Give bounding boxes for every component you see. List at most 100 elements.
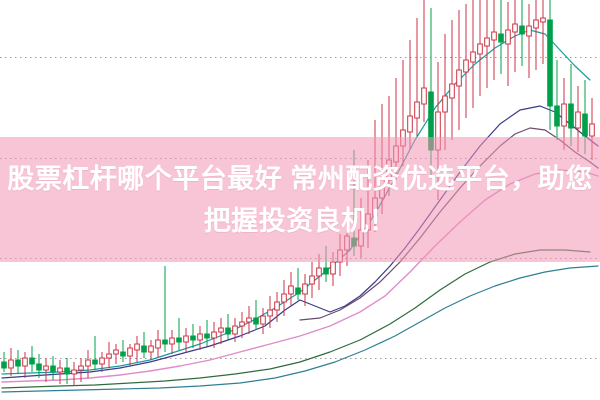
candlestick (113, 344, 119, 364)
candle-body (204, 333, 210, 339)
candle-body (505, 29, 511, 45)
candlestick (22, 352, 28, 378)
candlestick (29, 346, 35, 372)
candlestick (239, 312, 245, 338)
ad-banner-overlay[interactable]: 股票杠杆哪个平台最好 常州配资优选平台，助您把握投资良机！ (0, 137, 600, 262)
candle-body (113, 349, 119, 355)
candle-body (330, 261, 336, 275)
candlestick (155, 330, 161, 358)
candlestick (456, 10, 462, 130)
candle-body (218, 327, 224, 333)
candle-body (547, 19, 553, 107)
candle-body (498, 33, 504, 43)
candlestick (519, 0, 525, 66)
candle-body (575, 111, 581, 129)
candlestick (302, 274, 308, 306)
candlestick (295, 268, 301, 300)
candlestick (204, 320, 210, 346)
candle-body (281, 293, 287, 303)
candlestick (414, 18, 420, 136)
candle-body (421, 87, 427, 105)
candle-body (484, 37, 490, 47)
candle-body (540, 17, 546, 23)
candlestick (449, 20, 455, 140)
candlestick (554, 60, 560, 140)
candle-body (491, 31, 497, 41)
candlestick (540, 0, 546, 64)
candlestick (71, 362, 77, 386)
candle-body (134, 343, 140, 351)
candle-body (295, 287, 301, 295)
candle-body (29, 357, 35, 365)
candle-body (43, 365, 49, 371)
candle-body (463, 59, 469, 73)
candle-body (8, 359, 14, 369)
candle-body (582, 113, 588, 137)
candlestick (92, 336, 98, 370)
candle-body (225, 327, 231, 335)
candle-body (526, 25, 532, 37)
candlestick (57, 360, 63, 384)
candlestick (477, 0, 483, 96)
candlestick (253, 300, 259, 330)
candle-body (120, 351, 126, 357)
candle-body (253, 317, 259, 325)
candle-body (99, 357, 105, 365)
candle-body (162, 339, 168, 345)
candlestick (1, 352, 7, 372)
candle-body (239, 321, 245, 327)
candle-body (36, 363, 42, 371)
candle-body (589, 123, 595, 137)
candlestick (106, 342, 112, 368)
candle-body (267, 309, 273, 317)
candlestick (267, 296, 273, 328)
candlestick (281, 280, 287, 316)
candlestick (43, 358, 49, 382)
candle-body (197, 333, 203, 341)
candlestick (141, 332, 147, 358)
candle-body (568, 103, 574, 129)
candlestick (547, 0, 553, 130)
candlestick (127, 344, 133, 366)
candlestick (246, 306, 252, 334)
candle-body (183, 335, 189, 343)
candle-body (414, 101, 420, 119)
candlestick (64, 358, 70, 384)
candlestick (120, 340, 126, 362)
candlestick (8, 348, 14, 376)
candlestick (512, 0, 518, 72)
candle-body (232, 325, 238, 335)
candlestick (568, 64, 574, 146)
ma-line-MA-darkgreen (1, 249, 591, 389)
candlestick (78, 358, 84, 382)
candlestick (162, 266, 168, 352)
candlestick (15, 350, 21, 374)
candle-body (442, 95, 448, 113)
candlestick (99, 352, 105, 372)
candle-body (64, 367, 70, 375)
candle-body (92, 359, 98, 365)
candle-body (141, 345, 147, 353)
candle-body (155, 339, 161, 349)
candlestick (498, 0, 504, 74)
candlestick (197, 326, 203, 350)
candlestick (533, 0, 539, 70)
candle-body (50, 365, 56, 373)
candle-body (309, 275, 315, 285)
candle-body (15, 359, 21, 367)
candlestick (470, 0, 476, 108)
candle-body (78, 365, 84, 371)
candlestick (134, 336, 140, 362)
candlestick (50, 356, 56, 380)
candle-body (71, 369, 77, 375)
candlestick (225, 314, 231, 340)
candle-body (407, 115, 413, 133)
candle-body (1, 361, 7, 369)
ma-line-MA-steelblue (1, 265, 599, 393)
candle-body (512, 23, 518, 33)
candlestick (176, 318, 182, 350)
candle-body (106, 353, 112, 359)
candlestick (218, 318, 224, 344)
candlestick (190, 324, 196, 348)
